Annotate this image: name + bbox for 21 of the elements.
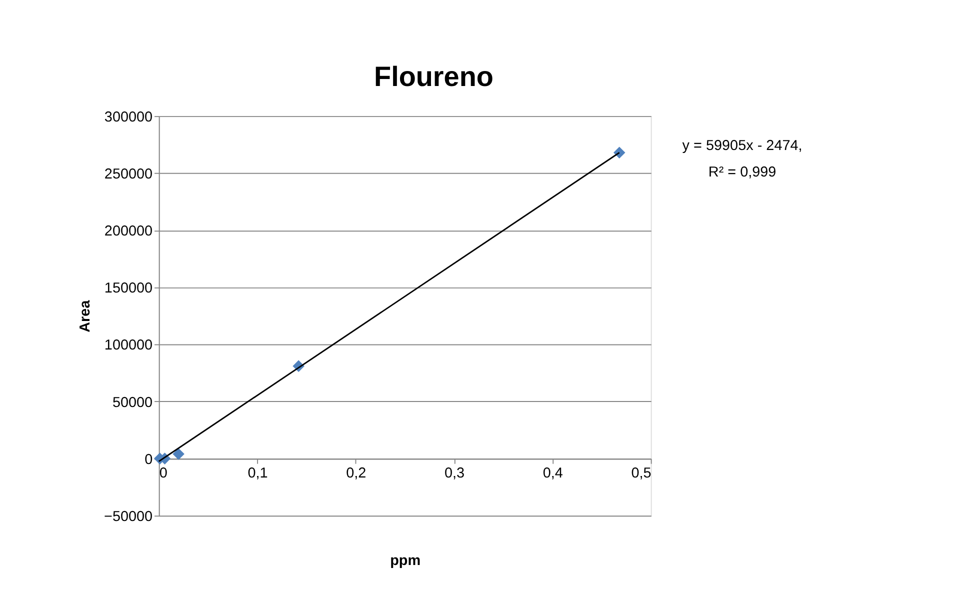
y-tick-label: 100000	[104, 338, 153, 354]
x-tick-label: 0,3	[444, 465, 465, 482]
y-tick-label: 50000	[112, 394, 153, 411]
x-tick-label: 0	[159, 465, 168, 482]
chart-title: Floureno	[374, 61, 494, 92]
y-tick-label: 150000	[104, 280, 153, 297]
y-tick-label: 250000	[104, 166, 153, 182]
point	[613, 146, 626, 158]
text: R² = 0,999	[708, 164, 776, 181]
y-tick-label: −50000	[104, 508, 153, 525]
x-tick-label: 0,2	[346, 465, 366, 482]
y-tick-label: 300000	[104, 109, 153, 126]
y-tick-label: 0	[144, 452, 153, 468]
text: y = 59905x - 2474,	[682, 138, 802, 154]
x-tick-label: 0,1	[248, 465, 268, 482]
point	[172, 448, 184, 460]
x-axis-title: ppm	[390, 552, 421, 569]
y-axis-title: Area	[78, 299, 94, 332]
x-tick-label: 0,5	[631, 465, 652, 482]
x-tick-label: 0,4	[542, 465, 563, 482]
y-tick-label: 200000	[104, 224, 153, 240]
